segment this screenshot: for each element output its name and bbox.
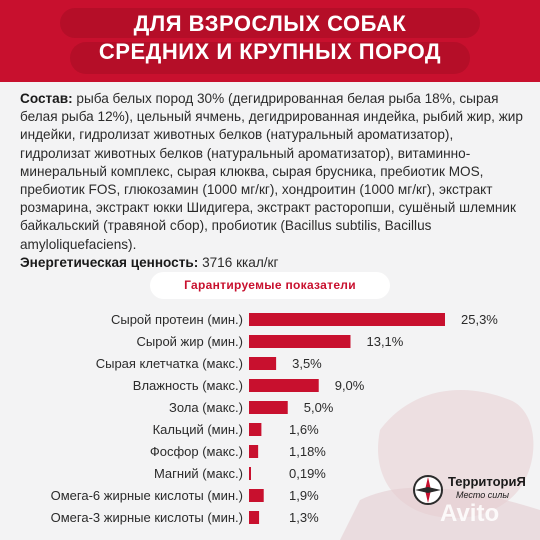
energy-value: 3716 ккал/кг [202,254,279,270]
value-label: 0,19% [289,466,326,481]
category-label: Сырой жир (мин.) [136,334,243,349]
brand-name: ТерриториЯ [448,474,526,489]
value-label: 3,5% [292,356,322,371]
value-label: 9,0% [335,378,365,393]
composition-block: Состав: рыба белых пород 30% (дегидриров… [20,90,526,272]
category-label: Магний (макс.) [154,466,243,481]
header-banner: ДЛЯ ВЗРОСЛЫХ СОБАК СРЕДНИХ И КРУПНЫХ ПОР… [0,0,540,82]
title-line-1: ДЛЯ ВЗРОСЛЫХ СОБАК [133,11,407,36]
composition-paragraph: Состав: рыба белых пород 30% (дегидриров… [20,90,526,254]
title-line-2: СРЕДНИХ И КРУПНЫХ ПОРОД [98,39,442,64]
category-label: Зола (макс.) [169,400,243,415]
composition-label: Состав: [20,91,73,106]
bar [249,357,277,370]
bar [249,445,259,458]
value-label: 25,3% [461,312,498,327]
bar [249,401,288,414]
category-label: Сырой протеин (мин.) [111,312,243,327]
avito-watermark: Avito [440,500,500,527]
category-label: Сырая клетчатка (макс.) [96,356,243,371]
brush-stroke [70,42,470,74]
energy-line: Энергетическая ценность: 3716 ккал/кг [20,254,526,272]
bar [249,423,262,436]
category-label: Омега-6 жирные кислоты (мин.) [51,488,243,503]
energy-label: Энергетическая ценность: [20,254,199,270]
bar [249,467,251,480]
bar [249,511,260,524]
bar [249,313,445,326]
compass-icon [413,475,443,505]
value-label: 5,0% [304,400,334,415]
composition-text: рыба белых пород 30% (дегидрированная бе… [20,91,523,252]
section-title: Гарантируемые показатели [150,272,390,299]
value-label: 1,6% [289,422,319,437]
category-label: Фосфор (макс.) [150,444,243,459]
category-label: Влажность (макс.) [133,378,243,393]
bar [249,335,351,348]
page-title: ДЛЯ ВЗРОСЛЫХ СОБАК СРЕДНИХ И КРУПНЫХ ПОР… [0,10,540,66]
category-label: Омега-3 жирные кислоты (мин.) [51,510,243,525]
brush-stroke [60,8,480,38]
value-label: 13,1% [366,334,403,349]
value-label: 1,3% [289,510,319,525]
category-label: Кальций (мин.) [153,422,243,437]
value-label: 1,9% [289,488,319,503]
value-label: 1,18% [289,444,326,459]
brand-logo: ТерриториЯ Место силы [412,472,534,512]
brand-tagline: Место силы [456,490,510,500]
bar [249,379,319,392]
bar [249,489,264,502]
